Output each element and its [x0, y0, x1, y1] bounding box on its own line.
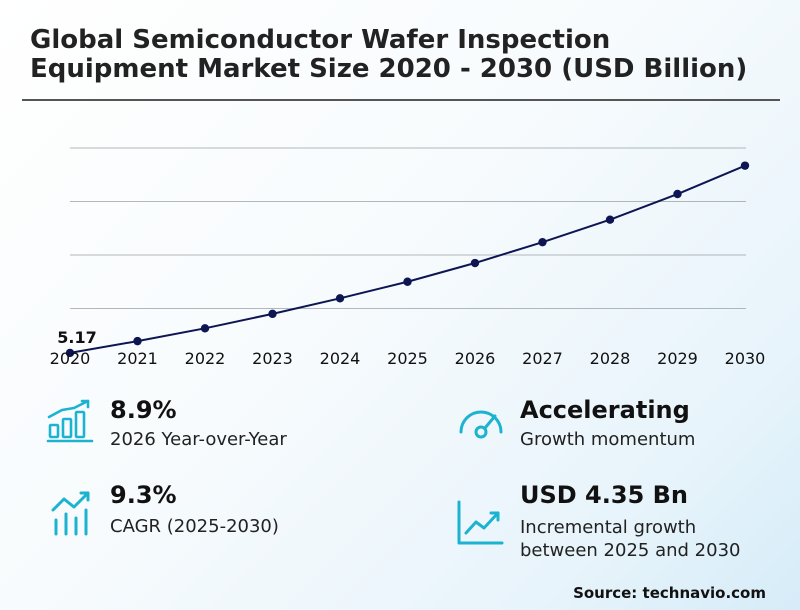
kpi-yoy-label: 2026 Year-over-Year [110, 429, 287, 450]
kpi-momentum-value: Accelerating [520, 396, 690, 424]
x-tick-label: 2027 [522, 349, 563, 368]
x-tick-label: 2021 [117, 349, 158, 368]
data-point-2026 [470, 258, 480, 268]
gauge-icon [459, 410, 503, 439]
data-point-2022 [200, 324, 210, 333]
x-tick-label: 2025 [387, 349, 428, 368]
kpi-incremental-label-line2: between 2025 and 2030 [520, 540, 741, 561]
data-point-2028 [605, 215, 615, 224]
source-credit: Source: technavio.com [573, 584, 766, 602]
kpi-incremental-label-line1: Incremental growth [520, 517, 697, 538]
kpi-incremental-value: USD 4.35 Bn [520, 481, 688, 509]
bar-chart-growth-icon [46, 399, 94, 443]
kpi-momentum-label: Growth momentum [520, 429, 696, 450]
line-chart: 2020 2021 2022 2023 2024 2025 2026 2027 2028 2029… [50, 147, 766, 368]
kpi-yoy-value: 8.9% [110, 396, 177, 424]
kpi-cagr-label: CAGR (2025-2030) [110, 516, 279, 537]
trend-bars-icon [51, 491, 90, 536]
x-tick-label: 2023 [252, 349, 293, 368]
data-point-2024 [335, 294, 345, 303]
series-line [69, 164, 746, 354]
data-point-2025 [403, 277, 412, 286]
x-tick-label: 2030 [725, 349, 766, 368]
x-tick-label: 2020 [50, 349, 91, 368]
data-label: 5.17 [57, 328, 96, 347]
x-tick-label: 2026 [455, 349, 496, 368]
title-divider [22, 99, 780, 101]
data-point-2029 [673, 189, 682, 199]
data-point-2027 [538, 237, 547, 247]
data-point-2023 [268, 309, 277, 319]
kpi-cagr-value: 9.3% [110, 481, 177, 509]
x-tick-label: 2028 [590, 349, 631, 368]
chart-title: Global Semiconductor Wafer Inspection Eq… [30, 25, 748, 84]
x-tick-label: 2029 [657, 349, 698, 368]
x-tick-label: 2024 [320, 349, 361, 368]
line-chart-icon [457, 500, 504, 545]
data-point-2021 [133, 336, 142, 346]
data-point-2030 [740, 161, 750, 170]
data-point-2020 [65, 348, 75, 358]
x-tick-label: 2022 [185, 349, 226, 368]
